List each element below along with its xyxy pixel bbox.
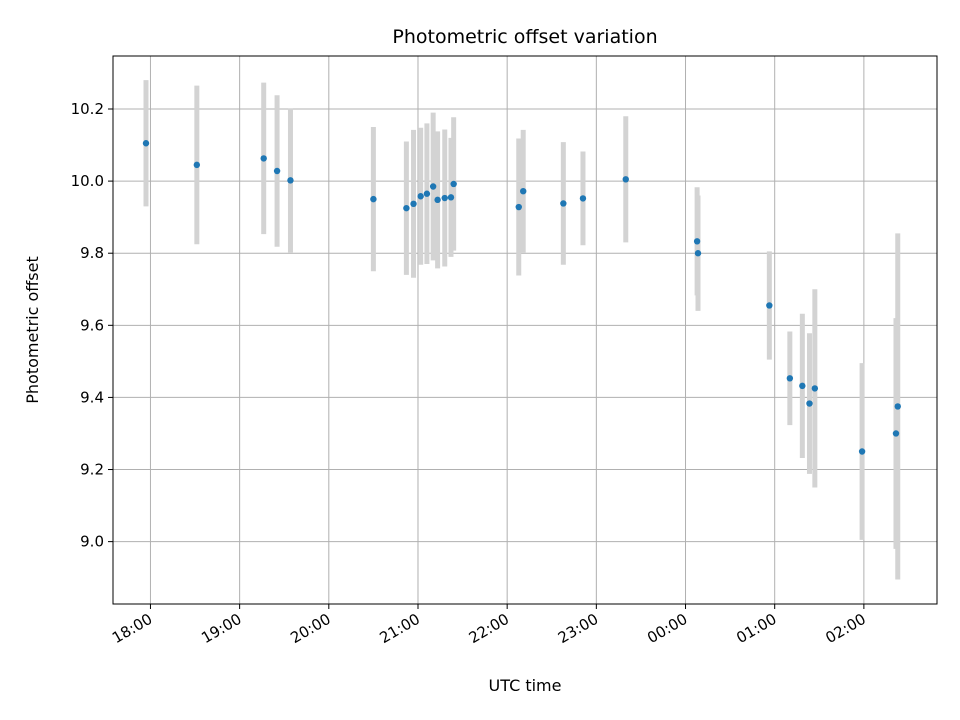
data-point [520,187,527,195]
data-point [858,448,866,455]
plot-area-frame [112,55,938,605]
data-point [429,183,437,190]
data-point [410,200,417,208]
y-axis: 9.0 9.2 9.4 9.6 9.8 10.0 10.2 [71,100,113,551]
data-point [693,238,701,245]
y-tick-label: 9.8 [80,244,104,262]
data-point [260,155,267,162]
data-point [273,167,281,175]
y-tick-label: 9.2 [80,461,104,479]
data-point [579,195,587,202]
data-point [287,177,294,184]
data-point [441,194,448,202]
data-point [894,403,901,410]
data-point [450,180,457,188]
y-tick-label: 10.2 [71,100,104,118]
data-point [142,140,150,147]
data-points [142,140,901,455]
data-point [515,203,522,211]
y-tick-label: 9.4 [80,388,104,406]
data-point [694,250,702,257]
data-point [766,302,773,309]
data-point [403,204,410,212]
data-point [806,400,813,407]
data-point [423,190,431,197]
data-point [370,195,377,203]
data-point [811,385,819,392]
y-tick-label: 10.0 [71,172,104,190]
data-point [622,176,629,183]
chart-title: Photometric offset variation [392,26,657,48]
y-axis-label: Photometric offset [23,256,42,404]
y-tick-label: 9.0 [80,533,104,551]
data-point [786,375,794,382]
data-point [447,194,455,201]
data-point [434,196,441,204]
data-point [417,193,424,200]
data-point [892,430,900,437]
data-point [193,161,201,169]
data-point [799,382,806,390]
data-point [560,200,567,207]
y-tick-label: 9.6 [80,316,104,334]
x-axis-label: UTC time [489,676,562,695]
